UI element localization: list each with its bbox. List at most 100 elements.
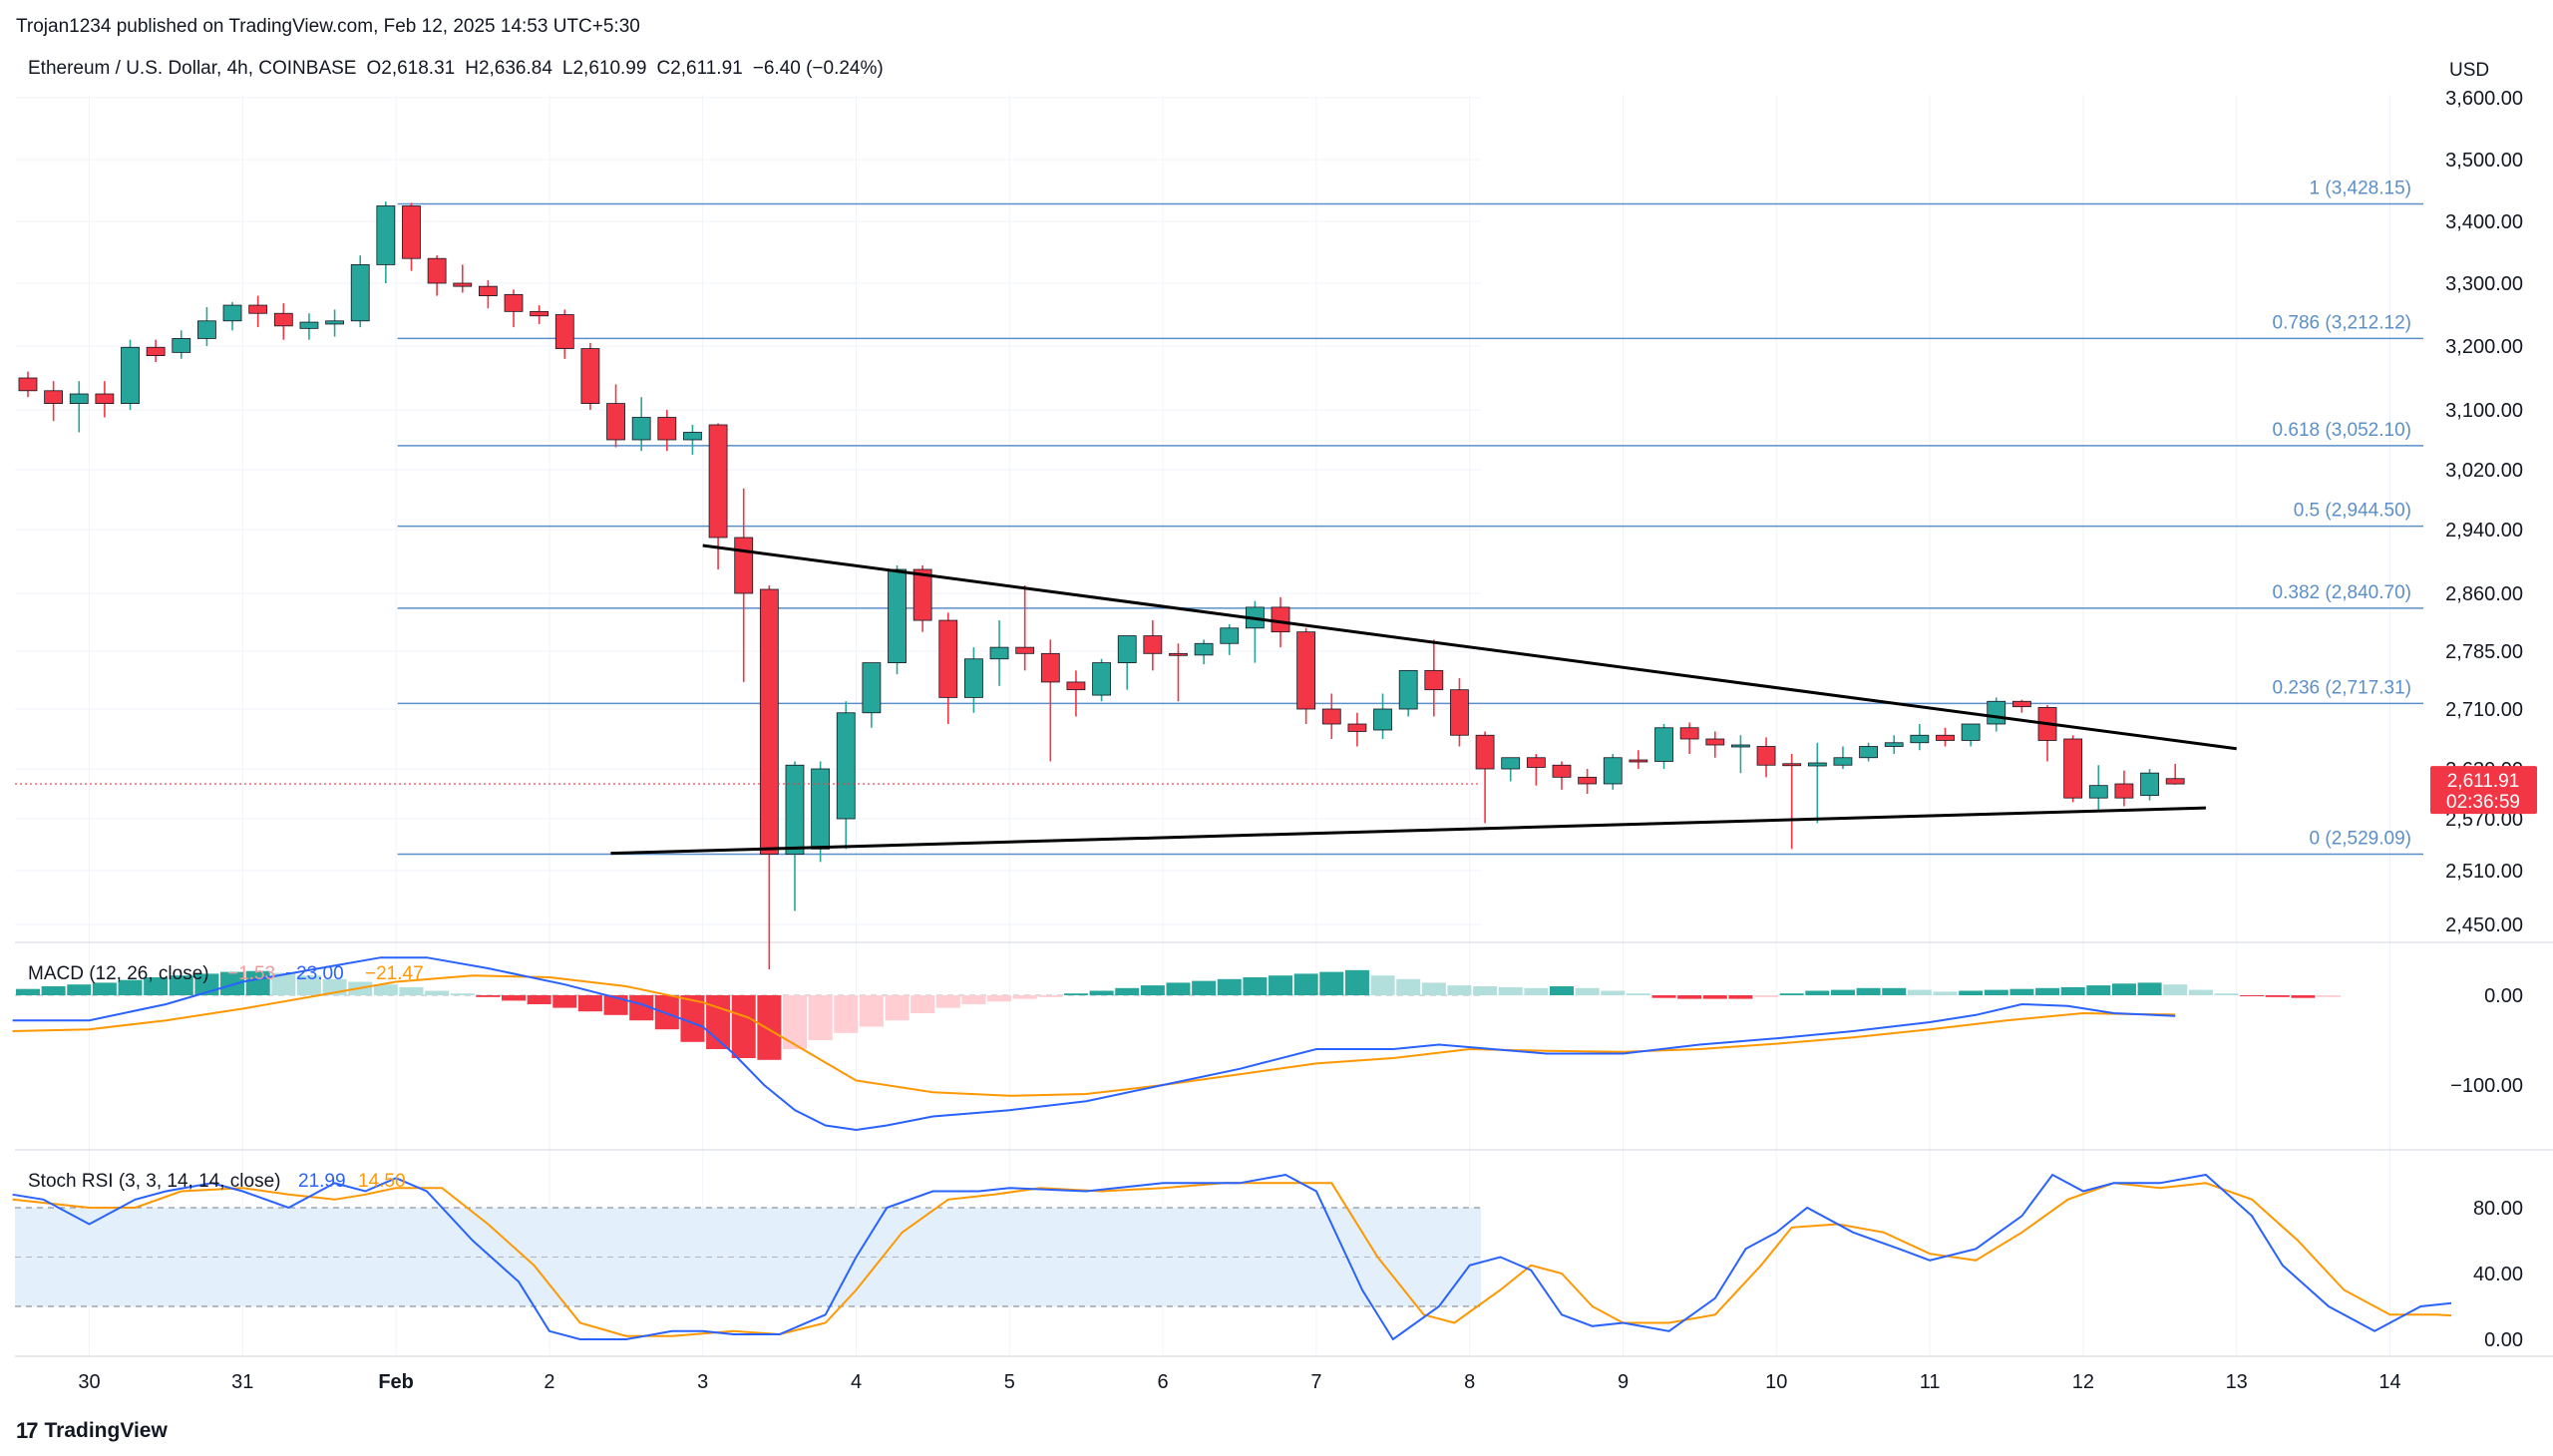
candle-body bbox=[530, 310, 549, 317]
candle-body bbox=[631, 417, 651, 441]
candle-body bbox=[1475, 734, 1495, 770]
y-tick-label: 2,510.00 bbox=[2445, 861, 2523, 883]
stoch-title: Stoch RSI (3, 3, 14, 14, close) bbox=[28, 1171, 280, 1192]
stoch-y-tick: 40.00 bbox=[2473, 1264, 2523, 1285]
currency-label: USD bbox=[2449, 60, 2489, 81]
macd-histogram-bar bbox=[1702, 995, 1727, 999]
candle-body bbox=[989, 646, 1009, 660]
fib-level-label: 0.382 (2,840.70) bbox=[2273, 582, 2411, 603]
y-tick-label: 2,570.00 bbox=[2445, 809, 2523, 831]
macd-y-tick: 0.00 bbox=[2484, 985, 2523, 1007]
stoch-y-tick: 80.00 bbox=[2473, 1198, 2523, 1220]
candle-body bbox=[248, 304, 268, 314]
candle-body bbox=[862, 662, 882, 714]
ohlc-close: C2,611.91 bbox=[656, 58, 743, 79]
macd-histogram-bar bbox=[1293, 973, 1318, 995]
countdown-label: 02:36:59 bbox=[2446, 792, 2520, 813]
macd-histogram-bar bbox=[399, 986, 424, 995]
y-tick-label: 2,785.00 bbox=[2445, 641, 2523, 663]
stoch-d-line bbox=[12, 1182, 2452, 1337]
y-tick-label: 3,500.00 bbox=[2445, 150, 2523, 172]
macd-histogram-bar bbox=[1038, 995, 1063, 997]
macd-histogram-bar bbox=[373, 984, 398, 995]
macd-line bbox=[12, 956, 2176, 1132]
macd-histogram-bar bbox=[1728, 995, 1753, 999]
candle-body bbox=[1552, 764, 1572, 778]
macd-histogram-bar bbox=[2265, 995, 2290, 997]
macd-histogram-bar bbox=[782, 995, 807, 1049]
candle-body bbox=[683, 432, 702, 441]
candle-body bbox=[453, 282, 473, 287]
candle-body bbox=[554, 314, 574, 349]
macd-histogram-bar bbox=[1830, 989, 1855, 995]
macd-signal-value: −21.47 bbox=[365, 963, 424, 984]
candle-body bbox=[121, 346, 140, 404]
macd-histogram-bar bbox=[2317, 995, 2342, 997]
x-tick-label: 13 bbox=[2226, 1371, 2248, 1393]
y-tick-label: 2,710.00 bbox=[2445, 699, 2523, 721]
candle-body bbox=[888, 568, 907, 663]
x-tick-label: 12 bbox=[2072, 1371, 2094, 1393]
x-tick-label: 5 bbox=[1004, 1371, 1015, 1393]
macd-histogram-bar bbox=[2214, 993, 2239, 995]
macd-histogram-bar bbox=[1063, 993, 1088, 995]
candle-body bbox=[1450, 689, 1469, 736]
macd-histogram-bar bbox=[987, 995, 1012, 1002]
candle-body bbox=[2165, 778, 2185, 785]
macd-histogram-bar bbox=[2009, 988, 2034, 995]
trendlines bbox=[610, 544, 2237, 856]
candle-body bbox=[197, 320, 216, 339]
macd-histogram-bar bbox=[1166, 982, 1191, 995]
y-tick-label: 3,200.00 bbox=[2445, 336, 2523, 358]
candle-body bbox=[606, 403, 625, 441]
tradingview-brand[interactable]: 17 TradingView bbox=[16, 1418, 168, 1444]
macd-histogram-bar bbox=[680, 995, 705, 1042]
last-price-badge bbox=[2430, 766, 2537, 815]
macd-histogram-bar bbox=[92, 982, 117, 995]
macd-histogram-bar bbox=[1856, 987, 1881, 995]
candle-body bbox=[1936, 734, 1955, 741]
macd-histogram-bar bbox=[1882, 987, 1907, 995]
macd-histogram-bar bbox=[1524, 987, 1549, 995]
candle-body bbox=[1526, 757, 1546, 768]
macd-histogram-bar bbox=[1140, 985, 1165, 995]
candle-body bbox=[580, 348, 600, 404]
candle-body bbox=[1143, 635, 1163, 654]
axes: 30 31 Feb 2 3 4 5 6 7 8 9 10 11 12 13 14 3,600.00 3,500.0… bbox=[78, 60, 2523, 1393]
macd-histogram-bar bbox=[1089, 990, 1114, 995]
macd-histogram-bar bbox=[1933, 991, 1958, 995]
candle-body bbox=[1501, 757, 1521, 770]
macd-histogram-bar bbox=[2060, 986, 2085, 995]
candle-body bbox=[376, 205, 396, 265]
macd-histogram-bar bbox=[935, 995, 960, 1008]
macd-histogram-bar bbox=[1115, 987, 1140, 995]
candle-body bbox=[2088, 785, 2108, 799]
macd-histogram-bar bbox=[757, 995, 782, 1060]
last-price-label: 2,611.91 bbox=[2447, 771, 2520, 792]
candle-body bbox=[18, 377, 38, 392]
macd-histogram-bar bbox=[220, 971, 245, 995]
candle-body bbox=[1169, 652, 1188, 656]
candle-body bbox=[273, 312, 293, 327]
candle-body bbox=[1807, 762, 1827, 767]
candle-body bbox=[146, 346, 166, 356]
stoch-d-value: 14.50 bbox=[358, 1171, 406, 1192]
candle-body bbox=[1884, 742, 1904, 747]
macd-y-tick: −100.00 bbox=[2450, 1075, 2523, 1097]
candle-body bbox=[299, 321, 319, 329]
macd-histogram-bar bbox=[1601, 990, 1626, 995]
macd-histogram-bar bbox=[2291, 995, 2316, 998]
macd-title: MACD (12, 26, close) bbox=[28, 963, 209, 984]
candle-body bbox=[1910, 734, 1930, 744]
macd-histogram-bar bbox=[1269, 975, 1293, 995]
macd-histogram-bar bbox=[1984, 989, 2008, 995]
stoch-y-tick: 0.00 bbox=[2484, 1329, 2523, 1351]
macd-value: −23.00 bbox=[285, 963, 344, 984]
x-tick-label: 31 bbox=[231, 1371, 253, 1393]
macd-histogram-bar bbox=[1243, 977, 1268, 995]
symbol-legend: Ethereum / U.S. Dollar, 4h, COINBASE O2,6… bbox=[28, 58, 894, 80]
candle-body bbox=[2114, 783, 2134, 799]
ohlc-high: H2,636.84 bbox=[465, 58, 552, 79]
stoch-k-line bbox=[12, 1173, 2452, 1341]
